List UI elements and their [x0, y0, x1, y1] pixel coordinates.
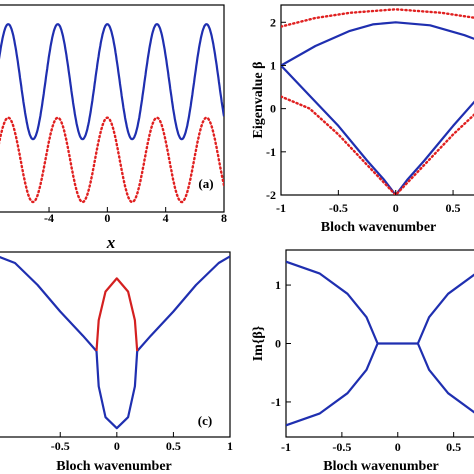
series-b-3: [281, 95, 474, 195]
panel-d: -1 -0.5 0 0.5 -1 0 1 Bloch wavenumber Im{β}: [251, 249, 474, 474]
y-axis-label: Im{β}: [251, 325, 266, 361]
series-b-2: [281, 8, 474, 28]
y-tick-label: 2: [270, 15, 276, 29]
x-axis-label: Bloch wavenumber: [321, 220, 437, 235]
series-c-0: [0, 255, 98, 352]
y-tick-label: 1: [270, 58, 276, 72]
series-a-0: [0, 23, 224, 141]
series-c-2: [95, 277, 139, 352]
y-tick-label: 1: [275, 278, 281, 292]
x-tick-label: -0.5: [51, 439, 70, 453]
series-c-1: [136, 255, 230, 352]
x-tick-label: -4: [44, 211, 54, 225]
x-tick-label: 4: [163, 211, 169, 225]
y-tick-label: -2: [266, 188, 276, 202]
x-tick-label: 0.5: [166, 439, 181, 453]
series-c-3: [95, 351, 139, 430]
series-b-0: [281, 21, 474, 67]
y-tick-label: 0: [275, 337, 281, 351]
x-tick-label: 1: [227, 439, 233, 453]
x-axis-label: x: [106, 233, 116, 252]
panel-label: (c): [198, 413, 212, 428]
x-tick-label: 0: [393, 201, 399, 215]
plot-frame-b: [280, 4, 474, 196]
x-tick-label: -0.5: [332, 440, 351, 454]
plot-frame-c: [0, 251, 231, 438]
y-axis-label: Eigenvalue β: [251, 62, 266, 139]
x-tick-label: -1: [276, 201, 286, 215]
panel-label: (a): [198, 176, 213, 191]
x-axis-label: Bloch wavenumber: [323, 459, 439, 474]
x-tick-label: 0.5: [446, 440, 461, 454]
panel-c: -0.5 0 0.5 1 Bloch wavenumber (c): [0, 251, 233, 474]
series-d-0: [286, 260, 379, 427]
plot-frame-a: [0, 4, 225, 213]
series-d-2: [416, 273, 474, 414]
x-tick-label: -0.5: [329, 201, 348, 215]
x-tick-label: -1: [281, 440, 291, 454]
y-tick-label: 0: [270, 102, 276, 116]
x-tick-label: 0: [114, 439, 120, 453]
y-tick-label: -1: [266, 145, 276, 159]
x-tick-label: 0.5: [446, 201, 461, 215]
x-tick-label: 0: [104, 211, 110, 225]
x-tick-label: 0: [395, 440, 401, 454]
x-axis-label: Bloch wavenumber: [56, 459, 172, 474]
y-tick-label: -1: [271, 395, 281, 409]
x-tick-label: 8: [221, 211, 227, 225]
series-a-1: [0, 116, 224, 204]
panel-a: -4 0 4 8 x (a): [0, 4, 227, 252]
